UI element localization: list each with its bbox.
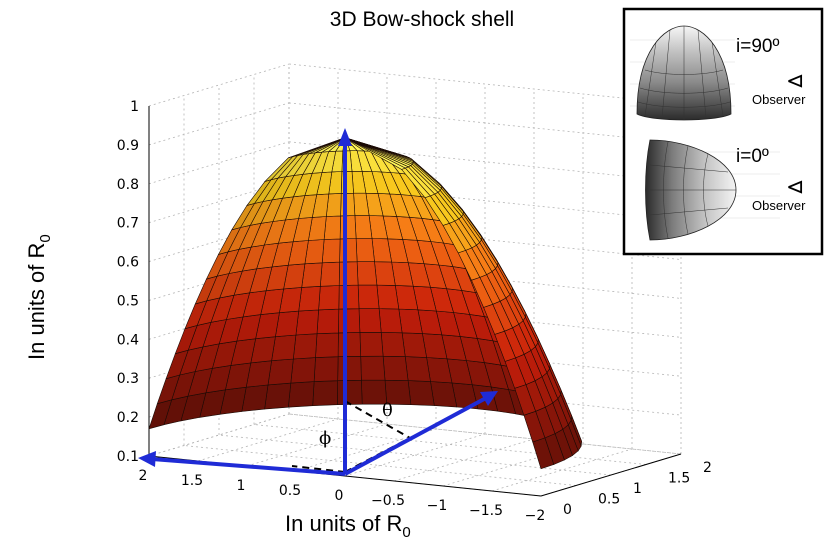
surface-patch: [337, 332, 362, 358]
y-tick-label: 1: [633, 481, 642, 497]
inset-bottom-observer: Observer: [752, 198, 806, 213]
surface-patch: [287, 381, 315, 408]
surface-patch: [315, 332, 339, 358]
left-vector: [151, 457, 346, 476]
x-axis-label: In units of R0: [285, 511, 411, 541]
z-tick-label: 0.3: [117, 371, 139, 387]
bow-shock-surface: [148, 136, 583, 470]
inset-top-observer: Observer: [752, 92, 806, 107]
inset-top-label: i=90º: [736, 36, 779, 57]
z-tick-label: 0.5: [117, 293, 139, 309]
inset-bottom-label: i=0º: [736, 146, 769, 167]
surface-patch: [376, 284, 400, 310]
surface-patch: [357, 284, 380, 310]
z-tick-labels: 0.1 0.2 0.3 0.4 0.5 0.6 0.7 0.8 0.9 1: [117, 99, 139, 465]
z-tick-label: 0.9: [117, 138, 139, 154]
right-vector: [344, 396, 487, 476]
surface-patch: [356, 261, 378, 286]
theta-label: θ: [382, 400, 393, 421]
surface-patch: [267, 358, 294, 386]
surface-patch: [339, 215, 357, 240]
x-tick-label: 2: [139, 468, 148, 484]
surface-patch: [288, 137, 346, 159]
y-axis-label: In units of R0: [24, 234, 54, 360]
inset-bottom-bands: [649, 141, 736, 239]
x-tick-label: 1.5: [181, 473, 203, 489]
surface-patch: [404, 356, 431, 382]
surface-patch: [312, 380, 339, 407]
y-tick-label: 1.5: [668, 471, 690, 487]
phi-label: ϕ: [319, 428, 331, 449]
x-tick-label: −0.5: [371, 493, 405, 509]
surface-patch: [295, 309, 319, 336]
right-vector-arrowhead: [480, 391, 498, 406]
surface-patch: [337, 379, 363, 406]
surface-patch: [355, 238, 375, 263]
x-tick-label: −1: [427, 498, 448, 514]
surface-patch: [298, 285, 321, 312]
x-tick-label: −2: [525, 508, 546, 524]
theta-dashed-line: [344, 400, 411, 439]
x-tick-label: 1: [237, 478, 246, 494]
surface-patch: [321, 238, 341, 264]
z-tick-label: 0.2: [117, 410, 139, 426]
chart-title: 3D Bow-shock shell: [330, 8, 514, 31]
z-tick-label: 0.6: [117, 255, 139, 271]
surface-patch: [313, 356, 339, 382]
y-tick-label: 0.5: [598, 492, 620, 508]
surface-patch: [340, 192, 356, 217]
y-tick-label: 2: [703, 460, 712, 476]
surface-patch: [290, 357, 316, 384]
surface-patch: [374, 261, 396, 286]
surface-patch: [319, 261, 340, 287]
surface-patch: [360, 355, 386, 381]
surface-patch: [339, 238, 358, 263]
surface-patch: [378, 308, 403, 334]
inset-bottom-eye-icon: ⊲: [786, 174, 804, 199]
inclination-inset: i=90º ⊲ Observer i=0º ⊲ Observer: [622, 7, 824, 256]
y-tick-labels: 0 0.5 1 1.5 2: [563, 460, 712, 518]
x-tick-label: 0: [335, 488, 344, 504]
surface-patch: [337, 355, 362, 382]
phi-dashed-line: [291, 465, 346, 473]
z-tick-label: 0.1: [117, 449, 139, 465]
surface-patch: [338, 261, 359, 286]
inset-top-bands: [637, 26, 731, 120]
vertical-vector-arrowhead: [338, 128, 352, 146]
surface-patch: [344, 137, 407, 170]
surface-patch: [292, 333, 318, 360]
x-tick-labels: 2 1.5 1 0.5 0 −0.5 −1 −1.5 −2: [139, 468, 546, 524]
z-tick-label: 1: [130, 99, 139, 115]
surface-patch: [354, 215, 373, 239]
surface-patch: [358, 308, 382, 333]
surface-patch: [338, 308, 361, 334]
surface-patch: [407, 380, 435, 406]
z-tick-label: 0.4: [117, 332, 139, 348]
surface-patch: [380, 332, 406, 357]
left-vector-arrowhead: [138, 451, 156, 467]
surface-patch: [401, 332, 427, 358]
surface-patch: [359, 332, 384, 357]
surface-patch: [318, 285, 340, 311]
surface-patch: [323, 215, 341, 240]
surface-patch: [338, 284, 360, 310]
surface-patch: [264, 382, 292, 410]
z-tick-label: 0.8: [117, 177, 139, 193]
inset-top-eye-icon: ⊲: [786, 68, 804, 93]
z-tick-label: 0.7: [117, 216, 139, 232]
vectors: θ ϕ: [138, 128, 498, 476]
surface-patch: [382, 355, 409, 381]
x-tick-label: −1.5: [469, 503, 503, 519]
surface-patch: [316, 308, 340, 335]
y-tick-label: 0: [563, 502, 572, 518]
x-tick-label: 0.5: [279, 483, 301, 499]
